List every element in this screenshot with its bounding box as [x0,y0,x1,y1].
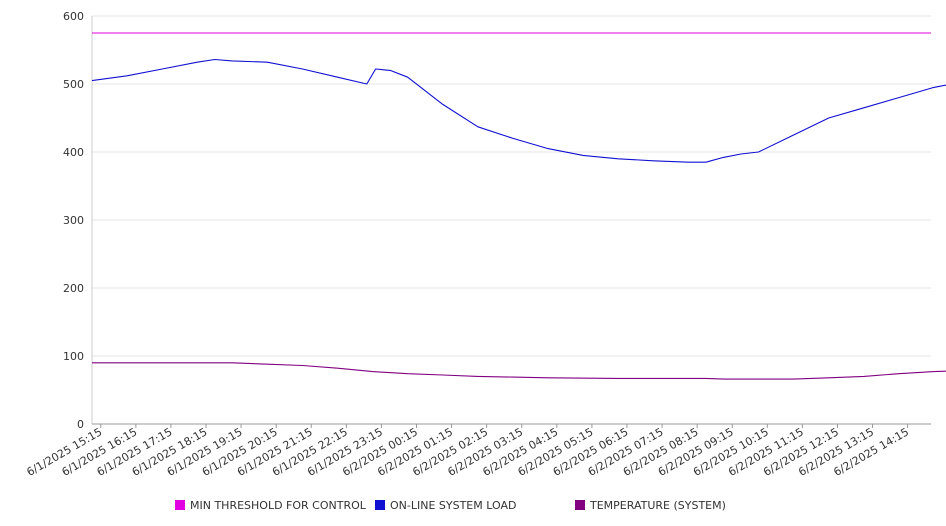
y-tick-label-500: 500 [63,78,84,91]
legend-swatch-temperature [575,500,585,510]
legend-swatch-system-load [375,500,385,510]
legend-item-temperature: TEMPERATURE (SYSTEM) [575,499,726,512]
legend-label-min-threshold: MIN THRESHOLD FOR CONTROL [190,499,366,512]
legend-label-system-load: ON-LINE SYSTEM LOAD [390,499,517,512]
series-line-temperature [92,362,946,380]
y-tick-label-600: 600 [63,10,84,23]
legend-item-system-load: ON-LINE SYSTEM LOAD [375,499,516,512]
legend-swatch-min-threshold [175,500,185,510]
series-line-system-load [91,58,946,163]
y-tick-label-400: 400 [63,146,84,159]
y-tick-label-0: 0 [77,418,84,431]
y-tick-label-100: 100 [63,350,84,363]
legend-label-temperature: TEMPERATURE (SYSTEM) [590,499,726,512]
y-tick-label-300: 300 [63,214,84,227]
legend-item-min-threshold: MIN THRESHOLD FOR CONTROL [175,499,366,512]
y-tick-label-200: 200 [63,282,84,295]
chart-legend: MIN THRESHOLD FOR CONTROL ON-LINE SYSTEM… [0,499,946,513]
